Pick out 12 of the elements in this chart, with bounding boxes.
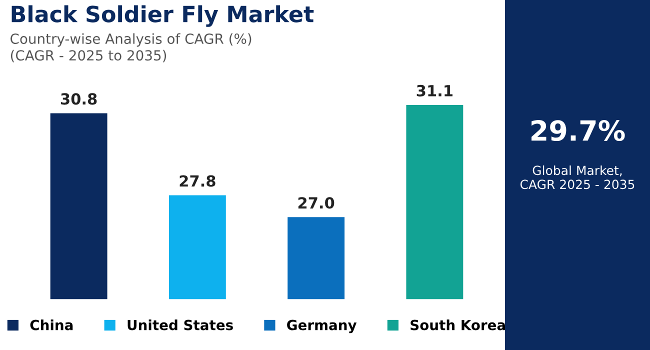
chart-subtitle: Country-wise Analysis of CAGR (%) (CAGR - 2025 to 2035): [10, 33, 252, 62]
legend-label: South Korea: [410, 320, 506, 330]
chart-title: Black Soldier Fly Market: [12, 5, 314, 27]
data-label: 27.8: [180, 175, 216, 187]
data-label: 27.0: [298, 197, 334, 209]
legend-label: China: [30, 320, 73, 330]
data-label: 30.8: [60, 93, 97, 105]
text: 29.7%: [532, 120, 625, 142]
legend-label: Germany: [287, 320, 357, 334]
legend-label: United States: [128, 320, 233, 330]
text: Global Market, CAGR 2025 - 2035: [520, 165, 634, 190]
data-label: 31.1: [416, 84, 452, 96]
